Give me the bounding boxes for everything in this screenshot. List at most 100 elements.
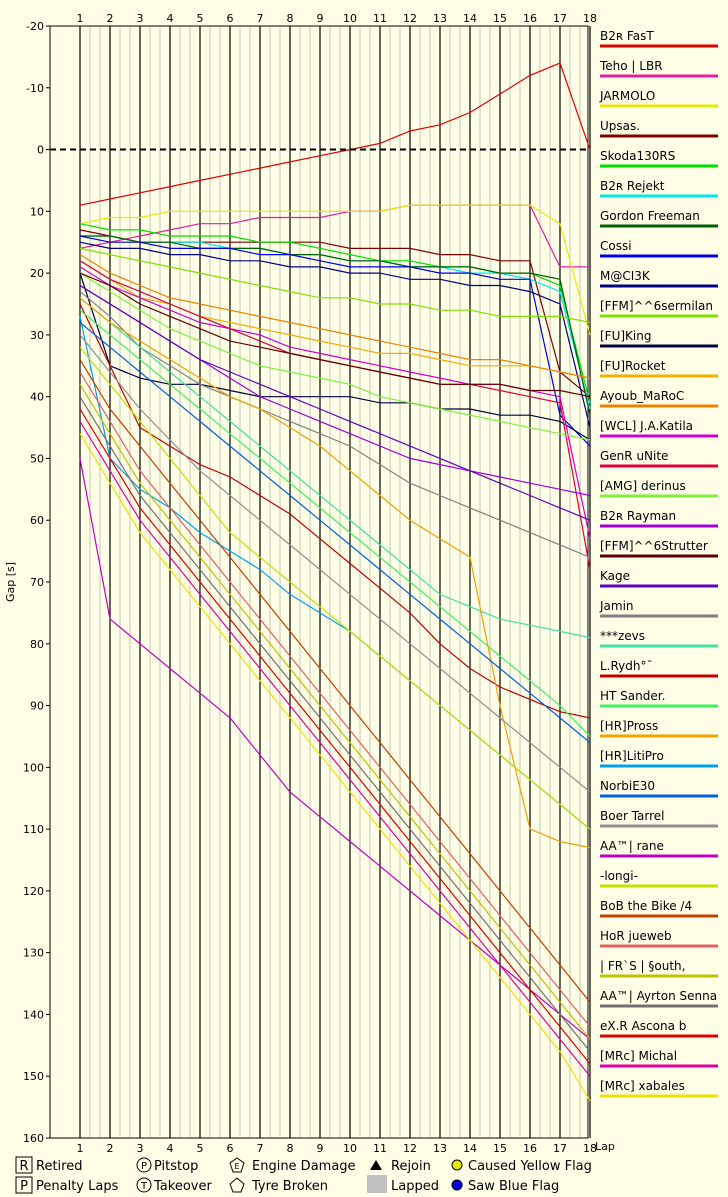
legend-entry: Gordon Freeman	[600, 209, 700, 223]
legend-entry: [MRc] Michal	[600, 1049, 677, 1063]
x-tick-top: 10	[343, 12, 357, 25]
engine-damage-key-icon	[229, 1157, 245, 1173]
y-tick-label: -10	[26, 82, 44, 95]
y-tick-label: 70	[30, 576, 44, 589]
lapped-key-label: Lapped	[391, 1179, 439, 1194]
x-tick-bottom: 15	[493, 1142, 507, 1155]
series-line	[79, 371, 591, 1028]
x-tick-bottom: 18	[583, 1142, 597, 1155]
x-tick-bottom: 7	[257, 1142, 264, 1155]
series-line	[80, 235, 591, 416]
y-axis-label: Gap [s]	[4, 562, 17, 602]
x-tick-bottom: 1	[77, 1142, 84, 1155]
series-line	[79, 396, 591, 1052]
blue-flag-key-label: Saw Blue Flag	[468, 1179, 559, 1194]
series-line	[79, 346, 591, 830]
marker-key: R Retired P Penalty Laps P Pitstop T Tak…	[15, 1156, 592, 1194]
y-tick-label: 20	[30, 267, 44, 280]
legend-entry: Kage	[600, 569, 630, 583]
pitstop-key-letter: P	[141, 1161, 147, 1172]
legend-entry: L.Rydh°¯	[600, 659, 653, 673]
retired-key-label: Retired	[36, 1159, 82, 1174]
series-line	[79, 408, 591, 1065]
rejoin-key-label: Rejoin	[391, 1159, 431, 1174]
x-tick-top: 3	[137, 12, 144, 25]
x-tick-top: 6	[227, 12, 234, 25]
series-line	[79, 297, 591, 639]
legend-entry: Skoda130RS	[600, 149, 675, 163]
x-tick-bottom: 6	[227, 1142, 234, 1155]
x-tick-bottom: 17	[553, 1142, 567, 1155]
series-line	[79, 272, 591, 441]
y-grid: -20 -10 0 10 20 30 40 50 60 70 80 90 100 110 120 130 140…	[23, 20, 50, 1145]
legend-entry: [WCL] J.A.Katila	[600, 419, 693, 433]
y-tick-label: 160	[23, 1132, 44, 1145]
x-tick-top: 9	[317, 12, 324, 25]
legend-entry: [FU]King	[600, 329, 651, 343]
penalty-key-label: Penalty Laps	[36, 1179, 119, 1194]
legend-entry: [FFM]^^6Strutter	[600, 539, 708, 553]
legend-entry: HoR jueweb	[600, 929, 672, 943]
rejoin-key-icon	[370, 1160, 382, 1170]
y-tick-label: 140	[23, 1008, 44, 1021]
x-tick-bottom: 9	[317, 1142, 324, 1155]
legend-entry: Ayoub_MaRoC	[600, 389, 684, 403]
x-tick-top: 16	[523, 12, 537, 25]
legend-entry: Jamin	[599, 599, 634, 613]
lapped-key-icon	[367, 1175, 387, 1193]
retired-key-icon	[15, 1156, 33, 1174]
y-tick-label: 100	[23, 761, 44, 774]
y-tick-label: 40	[30, 391, 44, 404]
x-tick-bottom: 4	[167, 1142, 174, 1155]
series-line	[79, 291, 591, 558]
series-line	[79, 458, 591, 1040]
x-tick-top: 5	[197, 12, 204, 25]
legend-entry: eX.R Ascona b	[600, 1019, 686, 1033]
x-tick-top: 7	[257, 12, 264, 25]
series-line	[79, 235, 591, 447]
legend-entry: B2ʀ FasT	[600, 29, 654, 43]
series-line	[79, 260, 591, 379]
x-tick-top: 18	[583, 12, 597, 25]
y-tick-label: 80	[30, 638, 44, 651]
y-tick-label: -20	[26, 20, 44, 33]
series-line	[79, 297, 591, 849]
y-tick-label: 150	[23, 1070, 44, 1083]
x-tick-bottom: 14	[463, 1142, 477, 1155]
series-lines	[79, 62, 591, 1102]
x-tick-top: 17	[553, 12, 567, 25]
series-line	[79, 254, 591, 379]
retired-key-letter: R	[19, 1159, 28, 1174]
series-line	[79, 334, 591, 793]
y-tick-label: 10	[30, 205, 44, 218]
legend-entry: B2ʀ Rayman	[600, 509, 676, 523]
takeover-key-icon	[136, 1177, 152, 1193]
y-tick-label: 120	[23, 885, 44, 898]
legend-entry: ***zevs	[600, 629, 645, 643]
legend-entry: | FR`S | §outh,	[600, 959, 685, 973]
x-tick-bottom: 11	[373, 1142, 387, 1155]
x-tick-bottom: 2	[107, 1142, 114, 1155]
series-line	[79, 204, 591, 336]
legend-entry: Teho | LBR	[599, 59, 663, 73]
x-tick-bottom: 10	[343, 1142, 357, 1155]
engine-key-letter: E	[234, 1162, 239, 1171]
takeover-key-letter: T	[140, 1181, 148, 1192]
x-tick-top: 1	[77, 12, 84, 25]
x-tick-bottom: 12	[403, 1142, 417, 1155]
x-tick-bottom: 16	[523, 1142, 537, 1155]
legend-entry: [HR]Pross	[600, 719, 658, 733]
blue-flag-key-icon	[451, 1179, 463, 1191]
x-axis-label: Lap	[595, 1140, 615, 1153]
x-tick-top: 11	[373, 12, 387, 25]
legend-entry: M@CI3K	[600, 269, 651, 283]
pitstop-key-label: Pitstop	[154, 1159, 198, 1174]
yellow-flag-key-icon	[451, 1159, 463, 1171]
y-tick-label: 0	[37, 144, 44, 157]
legend-entry: JARMOLO	[599, 89, 655, 103]
legend-entry: B2ʀ Rejekt	[600, 179, 665, 193]
series-line	[79, 62, 591, 206]
legend-entry: Boer Tarrel	[600, 809, 665, 823]
legend-entry: [FFM]^^6sermilan	[600, 299, 713, 313]
